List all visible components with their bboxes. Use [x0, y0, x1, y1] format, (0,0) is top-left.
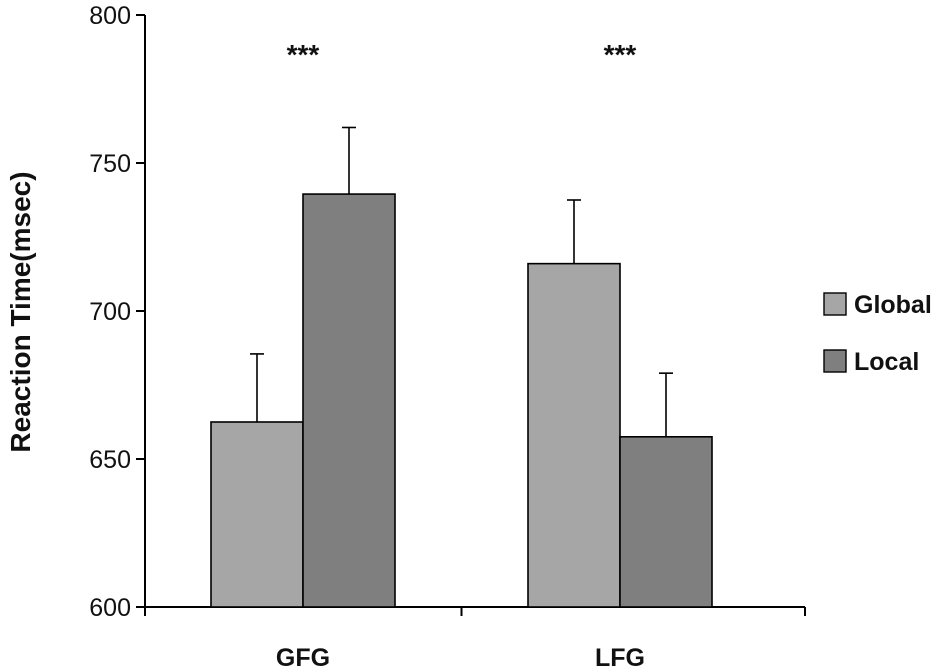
y-tick-label: 700	[89, 298, 131, 326]
y-tick-label: 600	[89, 594, 131, 622]
significance-label: ***	[287, 39, 320, 70]
significance-annotations: *** ***	[287, 39, 637, 70]
y-axis-label: Reaction Time(msec)	[5, 171, 36, 452]
x-axis: GFG LFG	[144, 606, 806, 672]
legend-label-global: Global	[854, 291, 932, 319]
bar-global-lfg	[527, 262, 621, 608]
y-tick-label: 650	[89, 446, 131, 474]
error-bars	[250, 126, 673, 437]
y-axis: 600 650 700 750 800	[89, 2, 146, 622]
y-tick-label: 750	[89, 150, 131, 178]
bar-local-lfg	[619, 435, 713, 608]
bars	[210, 193, 713, 608]
legend-label-local: Local	[854, 348, 919, 376]
x-category-label: LFG	[595, 644, 645, 672]
legend-swatch-local	[823, 349, 847, 373]
bar-global-gfg	[210, 421, 304, 608]
x-category-label: GFG	[276, 644, 330, 672]
legend-swatch-global	[823, 292, 847, 316]
y-tick-label: 800	[89, 2, 131, 30]
bar-local-gfg	[302, 193, 396, 608]
legend: Global Local	[823, 291, 932, 376]
significance-label: ***	[604, 39, 637, 70]
